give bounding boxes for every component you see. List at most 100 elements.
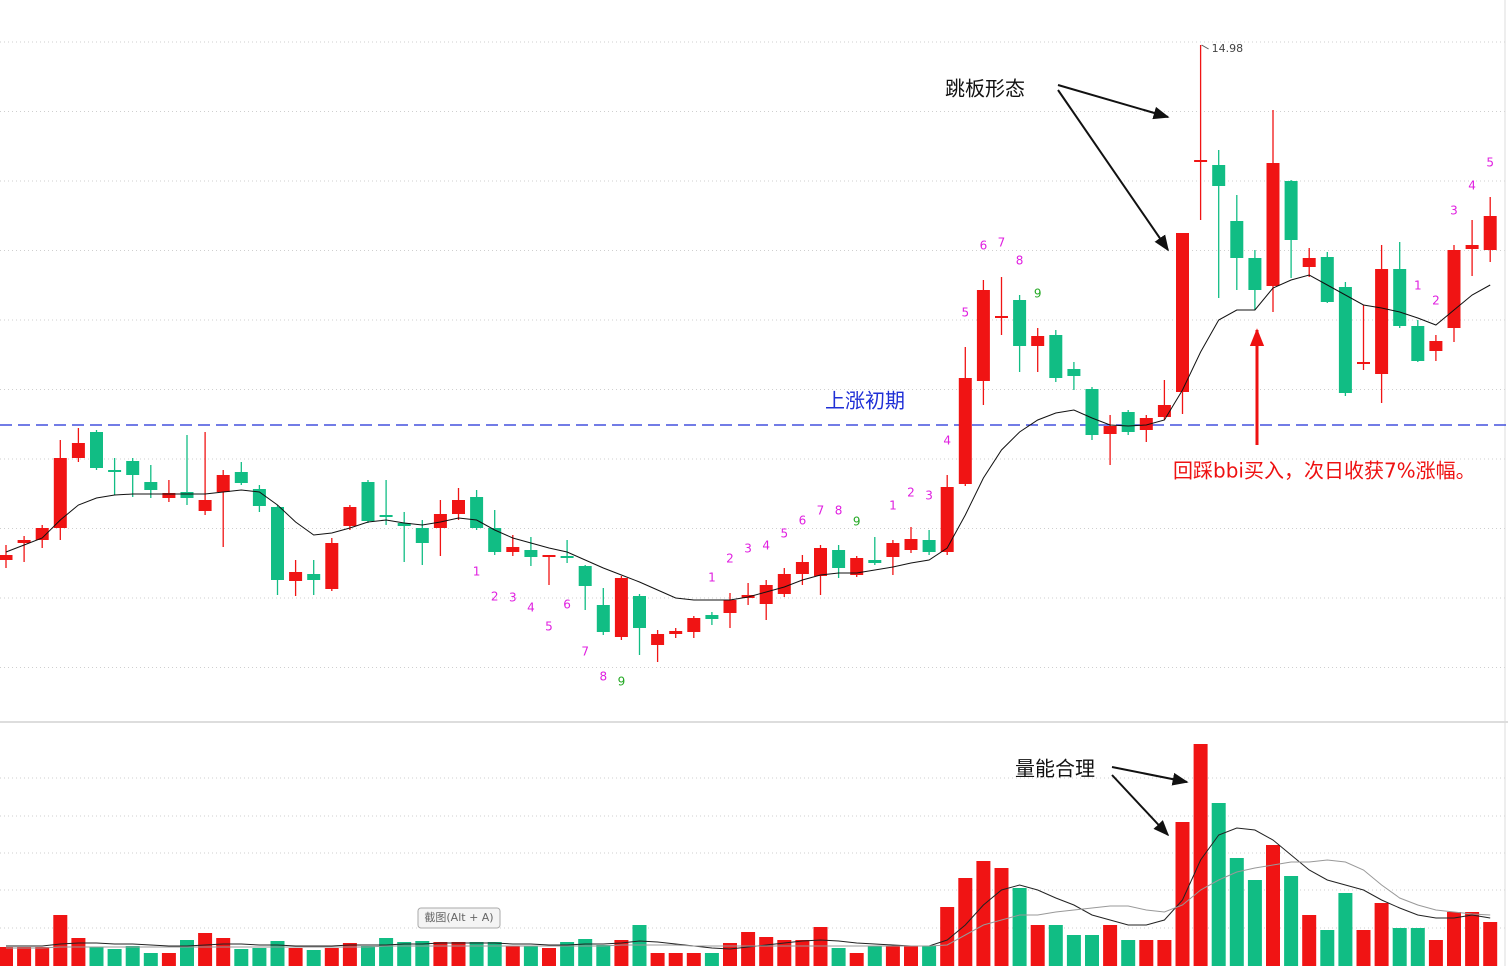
td-count: 8 xyxy=(1016,254,1024,268)
candle-body xyxy=(1157,405,1171,417)
annotation: 回踩bbi买入，次日收获7%涨幅。 xyxy=(1173,459,1476,483)
candle-body xyxy=(976,290,990,381)
candle-body xyxy=(777,574,791,594)
candle-body xyxy=(289,572,303,581)
tooltip-box xyxy=(417,907,501,929)
candle-body xyxy=(1067,369,1081,376)
volume-bar xyxy=(994,868,1009,966)
candle-body xyxy=(651,634,665,645)
volume-bar xyxy=(487,942,502,966)
candle-body xyxy=(1121,412,1135,432)
volume-bar xyxy=(180,940,194,966)
volume-bar xyxy=(1447,912,1461,966)
candle-body xyxy=(1302,258,1316,267)
candle-body xyxy=(1085,389,1099,435)
candle-body xyxy=(126,461,140,475)
td-count: 4 xyxy=(1468,179,1476,193)
volume-bar xyxy=(107,949,122,966)
high-marker xyxy=(1201,44,1209,50)
volume-bar xyxy=(415,941,430,966)
candle-body xyxy=(90,432,103,468)
volume-bar xyxy=(686,953,701,966)
volume-bar xyxy=(1320,930,1335,966)
td-count: 9 xyxy=(618,675,626,689)
td-count: 6 xyxy=(563,598,571,612)
volume-bar xyxy=(1157,940,1172,966)
td-count: 6 xyxy=(799,514,807,528)
volume-bar xyxy=(361,946,375,966)
td-count: 4 xyxy=(943,434,951,448)
volume-bar xyxy=(1356,930,1371,966)
candle-body xyxy=(542,555,556,557)
volume-bar xyxy=(1193,744,1208,966)
volume-bar xyxy=(161,953,176,966)
volume-bar xyxy=(342,943,357,966)
candle-body xyxy=(1248,258,1262,290)
bbi-line xyxy=(5,274,1491,601)
volume-bar xyxy=(397,942,412,966)
candle-body xyxy=(922,540,936,552)
candle-body xyxy=(1447,250,1461,328)
td-count: 2 xyxy=(726,552,734,566)
volume-bar xyxy=(741,932,756,966)
candle-body xyxy=(723,600,737,613)
volume-bar xyxy=(958,878,973,966)
volume-bar xyxy=(831,948,846,966)
td-count: 3 xyxy=(744,542,752,556)
volume-bar xyxy=(614,940,629,966)
candle-body xyxy=(1465,245,1479,249)
candle-body xyxy=(397,523,411,526)
arrow xyxy=(1111,766,1189,786)
arrow xyxy=(1057,89,1169,252)
td-count: 9 xyxy=(1034,287,1042,301)
volume-bar xyxy=(578,939,593,966)
volume-bar xyxy=(523,946,538,966)
candle-body xyxy=(633,596,646,628)
candle-body xyxy=(669,631,683,634)
candle-body xyxy=(1411,326,1425,361)
tooltip-text: 截图(Alt + A) xyxy=(424,910,493,924)
candle-body xyxy=(271,507,284,580)
candle-body xyxy=(0,555,13,560)
volume-bar xyxy=(324,948,339,966)
candle-body xyxy=(868,560,882,563)
candle-body xyxy=(578,566,592,586)
arrow xyxy=(1111,774,1170,837)
candle-body xyxy=(1212,165,1226,186)
candle-body xyxy=(1103,426,1117,434)
annotation: 上涨初期 xyxy=(825,389,905,413)
candle-body xyxy=(614,578,628,637)
td-count: 2 xyxy=(907,486,915,500)
td-count: 8 xyxy=(599,670,607,684)
candle-body xyxy=(850,558,864,575)
candle-body xyxy=(1266,163,1280,286)
candle-body xyxy=(705,615,719,619)
volume-ma-line xyxy=(6,859,1491,949)
candle-body xyxy=(995,316,1008,318)
candle-body xyxy=(17,540,31,543)
candle-body xyxy=(1357,362,1370,364)
high-label: 14.98 xyxy=(1212,42,1244,55)
candle-body xyxy=(886,543,900,557)
volume-bar xyxy=(505,946,520,966)
volume-bar xyxy=(1012,888,1027,966)
volume-bar xyxy=(1374,903,1389,966)
candle-body xyxy=(687,618,701,632)
candle-body xyxy=(940,487,954,552)
td-count: 3 xyxy=(509,591,517,605)
volume-bar xyxy=(704,953,719,966)
volume-bar xyxy=(1066,935,1081,966)
volume-bar xyxy=(885,946,900,966)
td-count: 3 xyxy=(1450,204,1458,218)
volume-bar xyxy=(1211,803,1226,966)
candle-body xyxy=(1338,287,1352,393)
td-count: 4 xyxy=(762,539,770,553)
volume-bar xyxy=(35,947,50,966)
candle-body xyxy=(415,528,429,543)
volume-bar xyxy=(0,947,13,966)
candle-body xyxy=(343,507,357,526)
candle-body xyxy=(252,489,266,506)
candle-body xyxy=(1230,221,1244,258)
candle-body xyxy=(1049,335,1063,378)
volume-bar xyxy=(1139,940,1154,966)
